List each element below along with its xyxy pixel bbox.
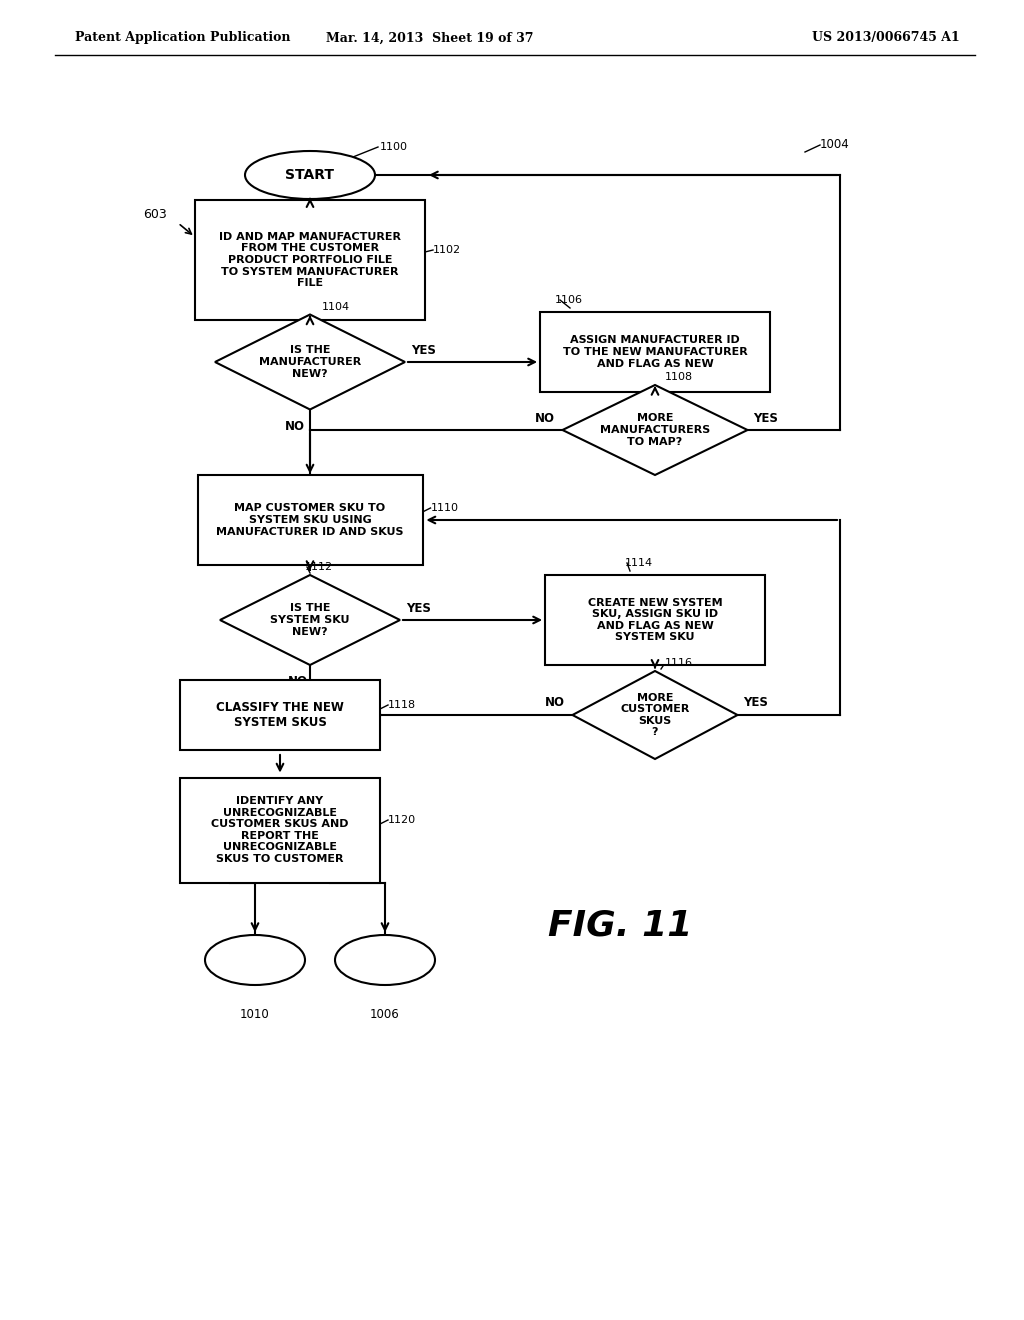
- Text: 1004: 1004: [820, 139, 850, 152]
- Text: MORE
MANUFACTURERS
TO MAP?: MORE MANUFACTURERS TO MAP?: [600, 413, 710, 446]
- Text: YES: YES: [406, 602, 431, 615]
- Bar: [545, 576, 765, 665]
- Ellipse shape: [205, 935, 305, 985]
- Bar: [180, 777, 380, 883]
- Text: FIG. 11: FIG. 11: [548, 908, 692, 942]
- Text: NO: NO: [535, 412, 555, 425]
- Text: NO: NO: [288, 675, 308, 688]
- Text: 1114: 1114: [625, 558, 653, 568]
- Text: YES: YES: [754, 412, 778, 425]
- Text: 1118: 1118: [388, 700, 416, 710]
- Text: IDENTIFY ANY
UNRECOGNIZABLE
CUSTOMER SKUS AND
REPORT THE
UNRECOGNIZABLE
SKUS TO : IDENTIFY ANY UNRECOGNIZABLE CUSTOMER SKU…: [211, 796, 349, 865]
- Text: START: START: [286, 168, 335, 182]
- Text: YES: YES: [411, 343, 436, 356]
- Text: 1110: 1110: [430, 503, 459, 513]
- Text: 1006: 1006: [370, 1008, 400, 1020]
- Ellipse shape: [335, 935, 435, 985]
- Text: ASSIGN MANUFACTURER ID
TO THE NEW MANUFACTURER
AND FLAG AS NEW: ASSIGN MANUFACTURER ID TO THE NEW MANUFA…: [562, 335, 748, 368]
- Text: 1108: 1108: [665, 372, 693, 381]
- Text: Mar. 14, 2013  Sheet 19 of 37: Mar. 14, 2013 Sheet 19 of 37: [327, 32, 534, 45]
- Polygon shape: [562, 385, 748, 475]
- Text: US 2013/0066745 A1: US 2013/0066745 A1: [812, 32, 961, 45]
- Bar: [180, 680, 380, 750]
- Text: 1104: 1104: [322, 301, 350, 312]
- Text: Patent Application Publication: Patent Application Publication: [75, 32, 291, 45]
- Bar: [198, 475, 423, 565]
- Text: NO: NO: [545, 697, 564, 710]
- Text: ID AND MAP MANUFACTURER
FROM THE CUSTOMER
PRODUCT PORTFOLIO FILE
TO SYSTEM MANUF: ID AND MAP MANUFACTURER FROM THE CUSTOME…: [219, 232, 401, 288]
- Text: MAP CUSTOMER SKU TO
SYSTEM SKU USING
MANUFACTURER ID AND SKUS: MAP CUSTOMER SKU TO SYSTEM SKU USING MAN…: [216, 503, 403, 537]
- Text: IS THE
MANUFACTURER
NEW?: IS THE MANUFACTURER NEW?: [259, 346, 361, 379]
- Text: 1116: 1116: [665, 657, 693, 668]
- Polygon shape: [215, 314, 406, 409]
- Text: CREATE NEW SYSTEM
SKU, ASSIGN SKU ID
AND FLAG AS NEW
SYSTEM SKU: CREATE NEW SYSTEM SKU, ASSIGN SKU ID AND…: [588, 598, 722, 643]
- Bar: [195, 201, 425, 319]
- Text: MORE
CUSTOMER
SKUS
?: MORE CUSTOMER SKUS ?: [621, 693, 690, 738]
- Text: 1112: 1112: [305, 562, 333, 572]
- Text: YES: YES: [743, 697, 768, 710]
- Bar: [540, 312, 770, 392]
- Text: 1106: 1106: [555, 294, 583, 305]
- Text: 1100: 1100: [380, 143, 408, 152]
- Text: 603: 603: [143, 209, 167, 222]
- Text: 1010: 1010: [240, 1008, 270, 1020]
- Text: 1120: 1120: [388, 814, 416, 825]
- Polygon shape: [220, 576, 400, 665]
- Ellipse shape: [245, 150, 375, 199]
- Text: 1102: 1102: [433, 246, 461, 255]
- Text: CLASSIFY THE NEW
SYSTEM SKUS: CLASSIFY THE NEW SYSTEM SKUS: [216, 701, 344, 729]
- Polygon shape: [572, 671, 737, 759]
- Text: NO: NO: [285, 420, 305, 433]
- Text: IS THE
SYSTEM SKU
NEW?: IS THE SYSTEM SKU NEW?: [270, 603, 350, 636]
